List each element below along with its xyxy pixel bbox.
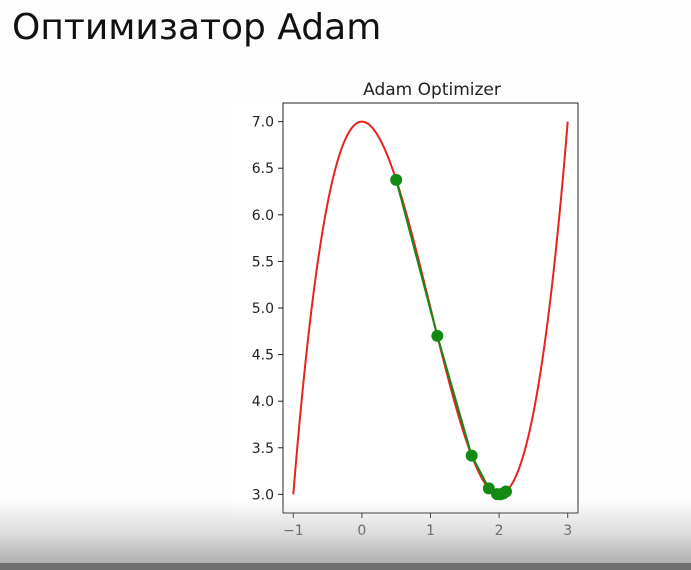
y-tick-label: 4.5: [252, 348, 274, 364]
video-bottom-bar: [0, 563, 691, 570]
video-bottom-shadow: [0, 500, 691, 570]
y-tick-label: 7.0: [252, 115, 274, 131]
y-tick-label: 4.0: [252, 394, 274, 410]
optimizer-step-point: [499, 485, 512, 498]
slide-title: Оптимизатор Adam: [12, 7, 382, 48]
y-tick-label: 6.5: [252, 161, 274, 177]
y-tick-label: 5.5: [252, 254, 274, 270]
y-tick-label: 3.5: [252, 441, 274, 457]
optimizer-step-point: [390, 173, 403, 186]
optimizer-step-point: [431, 329, 444, 342]
y-tick-label: 3.0: [252, 487, 274, 503]
steps-layer: [390, 173, 512, 501]
optimizer-step-point: [465, 449, 478, 462]
chart-title: Adam Optimizer: [363, 80, 501, 100]
figure-background: [232, 103, 580, 515]
y-tick-label: 6.0: [252, 208, 274, 224]
y-tick-label: 5.0: [252, 301, 274, 317]
